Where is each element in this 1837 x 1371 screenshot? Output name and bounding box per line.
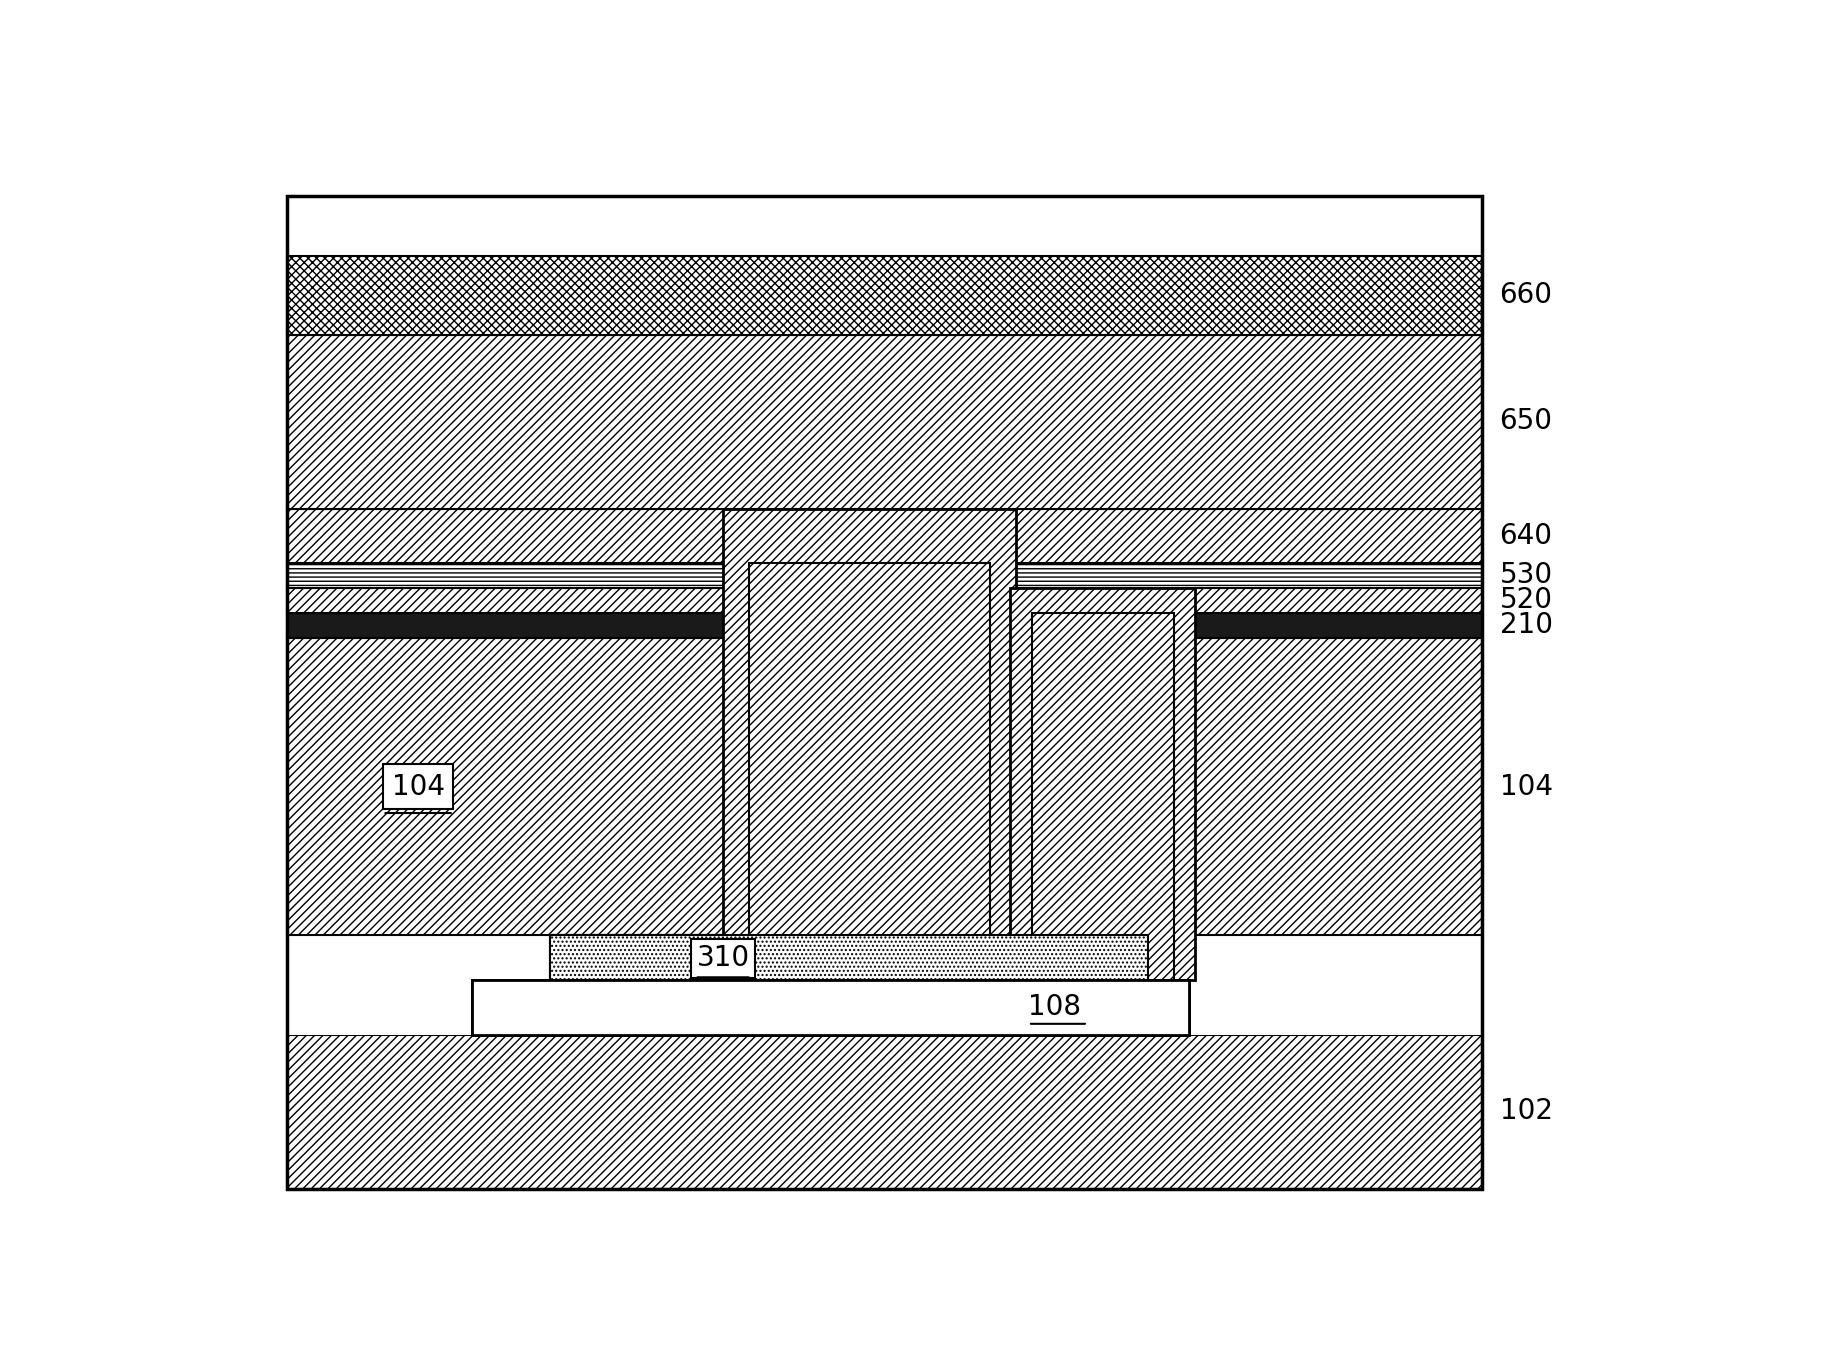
- Bar: [287, 196, 1482, 1189]
- Text: 104: 104: [1499, 773, 1552, 801]
- Bar: [287, 256, 1482, 335]
- Bar: [472, 980, 1190, 1035]
- Bar: [287, 1035, 1482, 1189]
- Bar: [287, 980, 1482, 1035]
- Text: 102: 102: [1499, 1097, 1552, 1126]
- Bar: [287, 563, 1482, 588]
- Text: 210: 210: [1499, 611, 1552, 639]
- Bar: [724, 509, 1016, 980]
- Text: 660: 660: [1499, 281, 1552, 310]
- Bar: [549, 935, 1148, 980]
- Bar: [287, 509, 1482, 563]
- Text: 530: 530: [1499, 561, 1552, 590]
- Bar: [1032, 613, 1174, 980]
- Text: 640: 640: [1499, 521, 1552, 550]
- Text: 104: 104: [391, 773, 445, 801]
- Bar: [287, 588, 1482, 613]
- Text: 310: 310: [696, 945, 749, 972]
- Text: 520: 520: [1499, 585, 1552, 614]
- Bar: [472, 980, 1190, 1035]
- Bar: [749, 563, 990, 980]
- Bar: [549, 935, 1148, 980]
- Text: 650: 650: [1499, 407, 1552, 436]
- Bar: [1010, 588, 1196, 980]
- Bar: [287, 335, 1482, 509]
- Bar: [287, 638, 1482, 935]
- Bar: [287, 935, 1482, 980]
- Text: 108: 108: [1029, 993, 1080, 1021]
- Bar: [287, 613, 1482, 638]
